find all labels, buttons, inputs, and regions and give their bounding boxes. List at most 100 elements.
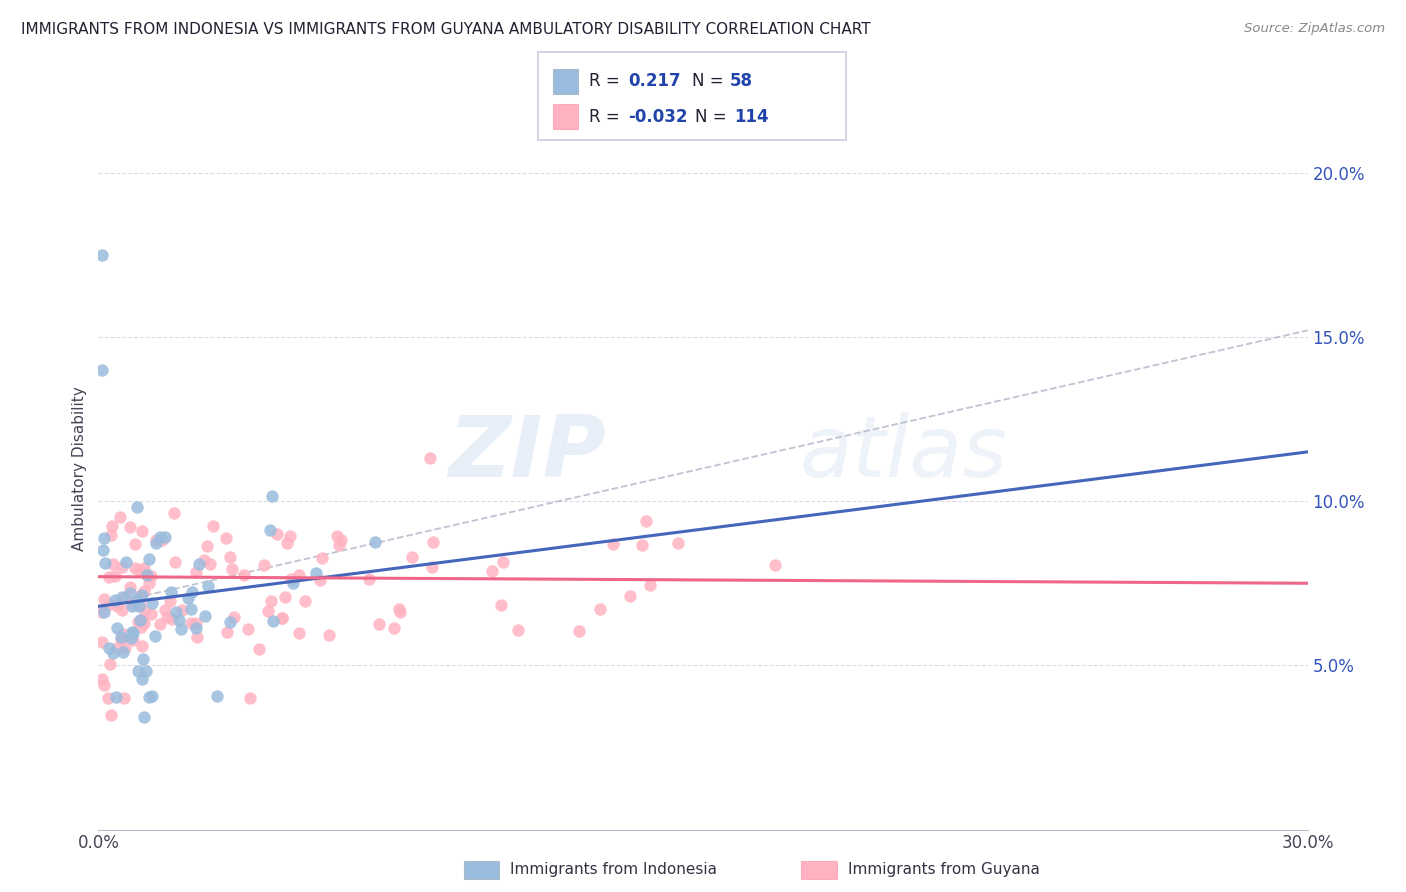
Point — [165, 555, 187, 569]
Point — [91, 672, 114, 686]
Point — [108, 509, 131, 524]
Point — [131, 524, 153, 538]
Point — [104, 690, 127, 704]
Point — [132, 616, 155, 631]
Text: 114: 114 — [734, 108, 769, 126]
Point — [114, 555, 136, 569]
Point — [198, 558, 221, 572]
Point — [311, 551, 333, 566]
Point — [112, 644, 135, 658]
Text: 0.217: 0.217 — [628, 72, 681, 90]
Point — [186, 621, 208, 635]
Y-axis label: Ambulatory Disability: Ambulatory Disability — [72, 386, 87, 550]
Point — [129, 613, 152, 627]
Point — [328, 538, 350, 552]
Point — [97, 640, 120, 655]
Point — [194, 609, 217, 624]
Text: Immigrants from Guyana: Immigrants from Guyana — [848, 863, 1039, 877]
Point — [188, 557, 211, 571]
Point — [638, 577, 661, 591]
Text: atlas: atlas — [800, 412, 1008, 495]
Point — [139, 607, 162, 621]
Point — [141, 689, 163, 703]
Point — [110, 630, 132, 644]
Point — [364, 535, 387, 549]
Point — [159, 594, 181, 608]
Point — [253, 558, 276, 572]
Point — [114, 641, 136, 656]
Point — [288, 568, 311, 582]
Point — [118, 519, 141, 533]
Point — [288, 626, 311, 640]
Point — [134, 665, 156, 679]
Point — [278, 529, 301, 543]
Point — [156, 610, 179, 624]
Point — [262, 489, 284, 503]
Point — [101, 646, 124, 660]
Point — [215, 625, 238, 640]
Point — [294, 594, 316, 608]
Point — [308, 574, 330, 588]
Point — [105, 599, 128, 614]
Point — [125, 500, 148, 515]
Point — [145, 533, 167, 547]
Point — [112, 626, 135, 640]
Point — [233, 568, 256, 582]
Point — [124, 537, 146, 551]
Point — [121, 624, 143, 639]
Point — [128, 599, 150, 613]
Point — [104, 569, 127, 583]
Point — [149, 616, 172, 631]
Point — [305, 566, 328, 580]
Point — [221, 561, 243, 575]
Point — [180, 585, 202, 599]
Point — [100, 528, 122, 542]
Point — [122, 625, 145, 640]
Point — [131, 639, 153, 653]
Point — [93, 605, 115, 619]
Point — [104, 593, 127, 607]
Point — [318, 627, 340, 641]
Point — [93, 591, 115, 606]
Point — [666, 536, 689, 550]
Point — [124, 561, 146, 575]
Point — [281, 575, 304, 590]
Point — [131, 620, 153, 634]
Point — [107, 621, 129, 635]
Point — [110, 632, 132, 646]
Point — [111, 590, 134, 604]
Point — [481, 564, 503, 578]
Point — [266, 527, 288, 541]
Point — [236, 622, 259, 636]
Point — [145, 536, 167, 550]
Point — [419, 450, 441, 465]
Point — [121, 599, 143, 613]
Point — [131, 588, 153, 602]
Point — [97, 691, 120, 706]
Point — [274, 590, 297, 604]
Point — [93, 531, 115, 545]
Text: IMMIGRANTS FROM INDONESIA VS IMMIGRANTS FROM GUYANA AMBULATORY DISABILITY CORREL: IMMIGRANTS FROM INDONESIA VS IMMIGRANTS … — [21, 22, 870, 37]
Point — [219, 615, 242, 629]
Point — [276, 536, 298, 550]
Point — [218, 549, 240, 564]
Point — [114, 590, 136, 604]
Point — [101, 518, 124, 533]
Point — [329, 533, 352, 548]
Point — [100, 707, 122, 722]
Point — [262, 614, 284, 628]
Point — [121, 598, 143, 612]
Point — [128, 599, 150, 613]
Text: N =: N = — [695, 108, 731, 126]
Point — [195, 539, 218, 553]
Point — [631, 538, 654, 552]
Point — [120, 580, 142, 594]
Point — [401, 549, 423, 564]
Point — [567, 624, 589, 639]
Point — [239, 691, 262, 706]
Point — [131, 673, 153, 687]
Point — [139, 568, 162, 582]
Point — [98, 569, 121, 583]
Point — [184, 566, 207, 580]
Point — [205, 689, 228, 703]
